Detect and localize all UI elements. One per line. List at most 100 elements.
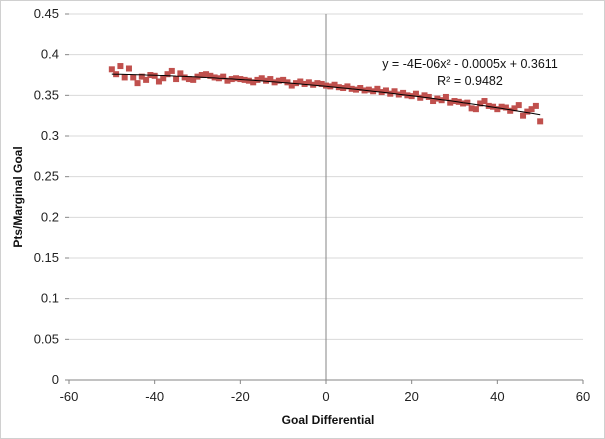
data-point (267, 76, 274, 83)
x-tick-label: 0 (322, 389, 329, 404)
data-point (185, 76, 192, 83)
x-tick-label: 20 (404, 389, 418, 404)
data-point (472, 106, 479, 113)
x-tick-label: -40 (145, 389, 164, 404)
data-point (502, 104, 509, 111)
data-point (288, 82, 295, 89)
data-point (117, 63, 124, 70)
data-point (412, 90, 419, 97)
data-point (207, 72, 214, 79)
data-point (447, 99, 454, 106)
data-point (297, 78, 304, 85)
data-point (331, 81, 338, 88)
data-point (421, 92, 428, 99)
y-tick-label: 0.1 (41, 291, 59, 306)
y-tick-label: 0.25 (34, 169, 59, 184)
x-tick-label: 60 (576, 389, 590, 404)
data-point (344, 83, 351, 90)
y-tick-label: 0.3 (41, 128, 59, 143)
data-point (528, 106, 535, 113)
data-point (250, 79, 257, 86)
data-point (177, 70, 184, 77)
y-tick-label: 0.45 (34, 6, 59, 21)
x-tick-label: 40 (490, 389, 504, 404)
data-point (537, 118, 544, 125)
data-point (387, 90, 394, 97)
data-point (357, 85, 364, 92)
data-point (314, 80, 321, 87)
data-point (318, 80, 325, 87)
data-point (515, 102, 522, 109)
data-point (173, 76, 180, 83)
data-point (430, 98, 437, 105)
data-point (224, 77, 231, 84)
data-point (323, 82, 329, 89)
y-axis-title: Pts/Marginal Goal (11, 146, 25, 247)
data-point (481, 98, 488, 105)
data-point (442, 93, 449, 100)
y-tick-label: 0.2 (41, 209, 59, 224)
data-point (263, 77, 270, 84)
data-point (524, 108, 531, 115)
data-point (203, 71, 210, 78)
data-point (485, 102, 492, 109)
data-point (108, 66, 115, 73)
x-axis-title: Goal Differential (282, 413, 375, 427)
data-point (130, 74, 137, 81)
data-point (254, 76, 261, 83)
data-point (280, 76, 287, 83)
data-point (233, 75, 240, 82)
data-point (143, 76, 150, 83)
trendline (111, 73, 541, 116)
data-point (438, 97, 445, 104)
data-point (460, 100, 467, 107)
data-point (138, 73, 145, 80)
data-point (155, 78, 162, 85)
y-tick-label: 0 (52, 372, 59, 387)
y-tick-label: 0.4 (41, 47, 59, 62)
data-point (275, 77, 282, 84)
data-point (532, 102, 539, 109)
data-point (494, 106, 501, 113)
data-point (305, 79, 312, 86)
data-point (468, 105, 475, 112)
r-squared-label: R² = 0.9482 (437, 74, 503, 88)
data-point (258, 75, 265, 82)
x-tick-label: -60 (60, 389, 79, 404)
x-tick-label: -20 (231, 389, 250, 404)
data-point (498, 103, 505, 110)
data-point (284, 79, 291, 86)
data-point (520, 112, 527, 119)
data-point (181, 74, 188, 81)
data-point (164, 71, 171, 78)
data-point (400, 89, 407, 96)
data-point (168, 67, 175, 74)
y-tick-label: 0.05 (34, 331, 59, 346)
data-point (417, 94, 424, 101)
data-point (507, 107, 514, 114)
data-point (434, 95, 441, 102)
data-point (125, 65, 132, 72)
data-point (121, 74, 128, 81)
data-point (425, 93, 432, 100)
data-point (160, 75, 167, 82)
data-point (511, 105, 518, 112)
data-point (382, 87, 389, 94)
data-point (198, 72, 205, 78)
data-point (365, 86, 372, 93)
y-tick-label: 0.15 (34, 250, 59, 265)
y-tick-label: 0.35 (34, 87, 59, 102)
trendline-equation: y = -4E-06x² - 0.0005x + 0.3611 (382, 57, 558, 71)
data-point (151, 72, 158, 79)
data-point (464, 99, 471, 106)
data-point (220, 73, 227, 80)
data-point (190, 76, 197, 83)
data-point (245, 77, 252, 84)
data-point (477, 100, 484, 107)
data-point (391, 88, 398, 95)
data-point (374, 85, 381, 92)
data-point (134, 80, 141, 87)
